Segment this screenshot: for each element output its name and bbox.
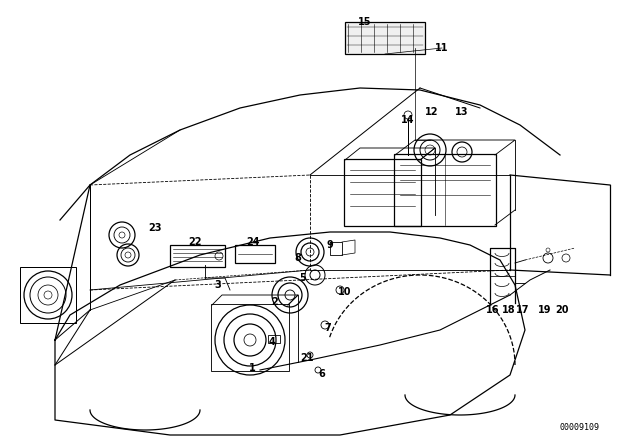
Text: 12: 12 (425, 107, 439, 117)
Text: 22: 22 (188, 237, 202, 247)
Text: 4: 4 (269, 337, 275, 347)
Text: 10: 10 (339, 287, 352, 297)
Text: 21: 21 (300, 353, 314, 363)
Text: 19: 19 (538, 305, 552, 315)
Text: 24: 24 (246, 237, 260, 247)
Text: 11: 11 (435, 43, 449, 53)
Text: 15: 15 (358, 17, 372, 27)
Text: 5: 5 (300, 273, 307, 283)
Text: 18: 18 (502, 305, 516, 315)
Text: 2: 2 (271, 297, 278, 307)
Text: 14: 14 (401, 115, 415, 125)
Text: 23: 23 (148, 223, 162, 233)
Text: 9: 9 (326, 240, 333, 250)
Text: 1: 1 (248, 363, 255, 373)
Text: 20: 20 (556, 305, 569, 315)
Text: 17: 17 (516, 305, 530, 315)
Text: 7: 7 (324, 323, 332, 333)
Text: 8: 8 (294, 253, 301, 263)
Text: 13: 13 (455, 107, 468, 117)
FancyBboxPatch shape (345, 22, 425, 54)
Text: 3: 3 (214, 280, 221, 290)
Text: 16: 16 (486, 305, 500, 315)
Text: 00009109: 00009109 (560, 423, 600, 432)
Text: 6: 6 (319, 369, 325, 379)
